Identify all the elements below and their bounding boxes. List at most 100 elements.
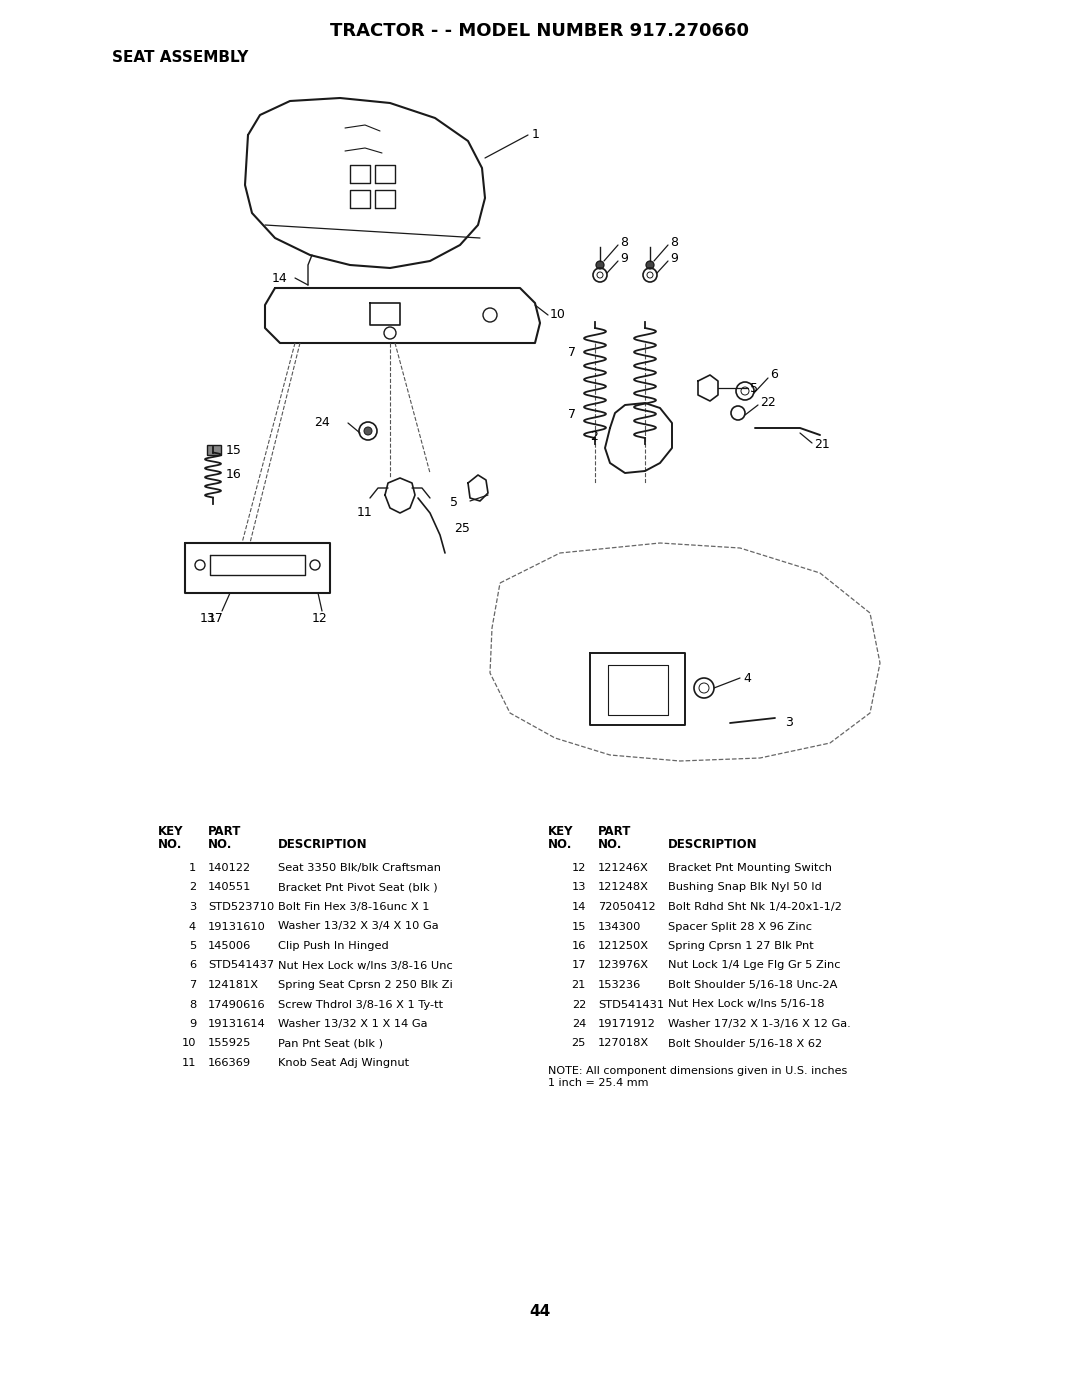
Text: TRACTOR - - MODEL NUMBER 917.270660: TRACTOR - - MODEL NUMBER 917.270660 <box>330 22 750 40</box>
Text: PART: PART <box>208 826 241 838</box>
Text: 10: 10 <box>550 308 566 321</box>
Text: 11: 11 <box>356 506 372 520</box>
Text: Spacer Split 28 X 96 Zinc: Spacer Split 28 X 96 Zinc <box>669 921 812 932</box>
Text: 123976X: 123976X <box>598 961 649 971</box>
Text: DESCRIPTION: DESCRIPTION <box>278 838 367 851</box>
Text: 14: 14 <box>571 902 586 911</box>
Text: Nut Lock 1/4 Lge Flg Gr 5 Zinc: Nut Lock 1/4 Lge Flg Gr 5 Zinc <box>669 961 840 971</box>
Text: 9: 9 <box>620 253 627 266</box>
Text: Screw Thdrol 3/8-16 X 1 Ty-tt: Screw Thdrol 3/8-16 X 1 Ty-tt <box>278 1000 443 1010</box>
Text: NO.: NO. <box>158 838 183 851</box>
Text: 13: 13 <box>200 611 216 625</box>
Text: 127018X: 127018X <box>598 1039 649 1048</box>
Text: KEY: KEY <box>158 826 184 838</box>
Text: 19131614: 19131614 <box>208 1019 266 1029</box>
Text: NO.: NO. <box>598 838 622 851</box>
Text: 1: 1 <box>189 863 195 873</box>
Text: Knob Seat Adj Wingnut: Knob Seat Adj Wingnut <box>278 1058 409 1068</box>
Text: 4: 4 <box>743 672 751 685</box>
Text: 25: 25 <box>571 1039 586 1048</box>
Text: Pan Pnt Seat (blk ): Pan Pnt Seat (blk ) <box>278 1039 383 1048</box>
Text: 140551: 140551 <box>208 882 252 892</box>
Text: Nut Hex Lock w/Ins 3/8-16 Unc: Nut Hex Lock w/Ins 3/8-16 Unc <box>278 961 453 971</box>
Text: PART: PART <box>598 826 632 838</box>
Text: 15: 15 <box>571 921 586 932</box>
Text: 124181X: 124181X <box>208 981 259 990</box>
Text: 121246X: 121246X <box>598 863 649 873</box>
Text: 11: 11 <box>181 1058 195 1068</box>
Text: NOTE: All component dimensions given in U.S. inches
1 inch = 25.4 mm: NOTE: All component dimensions given in … <box>548 1066 847 1087</box>
Text: NO.: NO. <box>208 838 232 851</box>
Text: STD541431: STD541431 <box>598 1000 664 1010</box>
Text: 19131610: 19131610 <box>208 921 266 932</box>
Text: 24: 24 <box>314 416 330 430</box>
Text: STD541437: STD541437 <box>208 961 274 971</box>
Text: 8: 8 <box>670 236 678 249</box>
Text: 15: 15 <box>226 444 242 458</box>
Text: 7: 7 <box>568 347 576 360</box>
Text: 5: 5 <box>750 382 758 394</box>
Text: 155925: 155925 <box>208 1039 252 1048</box>
Text: DESCRIPTION: DESCRIPTION <box>669 838 758 851</box>
Text: 44: 44 <box>529 1304 551 1318</box>
Bar <box>207 445 221 455</box>
Text: 24: 24 <box>571 1019 586 1029</box>
Text: Washer 13/32 X 1 X 14 Ga: Washer 13/32 X 1 X 14 Ga <box>278 1019 428 1029</box>
Text: Bushing Snap Blk Nyl 50 Id: Bushing Snap Blk Nyl 50 Id <box>669 882 822 892</box>
Text: 72050412: 72050412 <box>598 902 656 911</box>
Text: 2: 2 <box>189 882 195 892</box>
Text: 21: 21 <box>814 438 829 451</box>
Text: Washer 13/32 X 3/4 X 10 Ga: Washer 13/32 X 3/4 X 10 Ga <box>278 921 438 932</box>
Text: Washer 17/32 X 1-3/16 X 12 Ga.: Washer 17/32 X 1-3/16 X 12 Ga. <box>669 1019 851 1029</box>
Text: 4: 4 <box>189 921 195 932</box>
Text: 6: 6 <box>770 368 778 382</box>
Text: 5: 5 <box>450 496 458 509</box>
Text: 16: 16 <box>226 469 242 481</box>
Circle shape <box>646 261 654 270</box>
Text: 121250X: 121250X <box>598 940 649 952</box>
Text: 121248X: 121248X <box>598 882 649 892</box>
Text: Clip Push In Hinged: Clip Push In Hinged <box>278 940 389 952</box>
Text: Seat 3350 Blk/blk Craftsman: Seat 3350 Blk/blk Craftsman <box>278 863 441 873</box>
Text: 7: 7 <box>568 408 576 422</box>
Text: 13: 13 <box>571 882 586 892</box>
Text: KEY: KEY <box>548 826 573 838</box>
Text: 17490616: 17490616 <box>208 1000 266 1010</box>
Text: 166369: 166369 <box>208 1058 252 1068</box>
Text: 8: 8 <box>620 236 627 249</box>
Text: 22: 22 <box>571 1000 586 1010</box>
Text: 12: 12 <box>312 611 327 625</box>
Text: 3: 3 <box>785 716 793 729</box>
Text: 2: 2 <box>590 430 598 444</box>
Text: STD523710: STD523710 <box>208 902 274 911</box>
Text: Bracket Pnt Mounting Switch: Bracket Pnt Mounting Switch <box>669 863 832 873</box>
Text: Bolt Fin Hex 3/8-16unc X 1: Bolt Fin Hex 3/8-16unc X 1 <box>278 902 430 911</box>
Text: 14: 14 <box>272 271 287 285</box>
Text: 19171912: 19171912 <box>598 1019 656 1029</box>
Text: 17: 17 <box>571 961 586 971</box>
Text: 1: 1 <box>532 129 540 141</box>
Text: 145006: 145006 <box>208 940 252 952</box>
Text: SEAT ASSEMBLY: SEAT ASSEMBLY <box>112 51 248 65</box>
Text: Nut Hex Lock w/Ins 5/16-18: Nut Hex Lock w/Ins 5/16-18 <box>669 1000 824 1010</box>
Text: Bracket Pnt Pivot Seat (blk ): Bracket Pnt Pivot Seat (blk ) <box>278 882 437 892</box>
Text: 16: 16 <box>571 940 586 952</box>
Text: 17: 17 <box>208 611 224 625</box>
Text: 10: 10 <box>181 1039 195 1048</box>
Text: 12: 12 <box>571 863 586 873</box>
Text: Spring Seat Cprsn 2 250 Blk Zi: Spring Seat Cprsn 2 250 Blk Zi <box>278 981 453 990</box>
Text: Bolt Shoulder 5/16-18 Unc-2A: Bolt Shoulder 5/16-18 Unc-2A <box>669 981 837 990</box>
Text: 9: 9 <box>189 1019 195 1029</box>
Text: 153236: 153236 <box>598 981 642 990</box>
Text: 22: 22 <box>760 397 775 409</box>
Text: 3: 3 <box>189 902 195 911</box>
Text: 7: 7 <box>189 981 195 990</box>
Text: 9: 9 <box>670 253 678 266</box>
Circle shape <box>364 427 372 436</box>
Text: Spring Cprsn 1 27 Blk Pnt: Spring Cprsn 1 27 Blk Pnt <box>669 940 813 952</box>
Text: 8: 8 <box>189 1000 195 1010</box>
Text: 21: 21 <box>571 981 586 990</box>
Text: 5: 5 <box>189 940 195 952</box>
Circle shape <box>596 261 604 270</box>
Text: NO.: NO. <box>548 838 572 851</box>
